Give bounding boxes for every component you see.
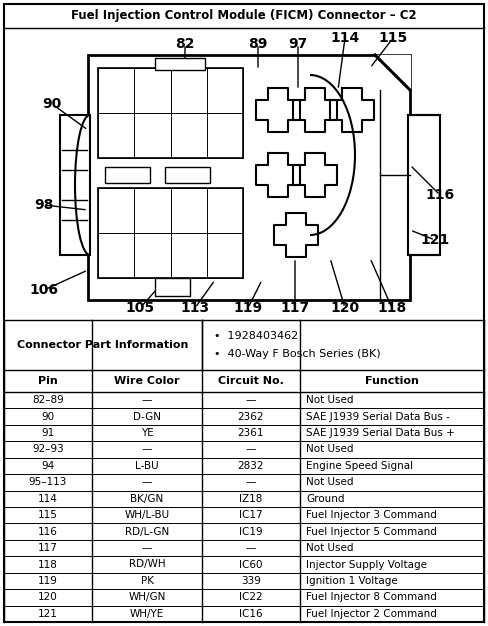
Bar [88,55,410,300]
Text: Ignition 1 Voltage: Ignition 1 Voltage [306,576,398,586]
Text: Fuel Injector 8 Command: Fuel Injector 8 Command [306,592,437,602]
Text: 116: 116 [426,188,454,202]
Text: Not Used: Not Used [306,395,353,405]
Text: 2361: 2361 [238,428,264,438]
Text: 117: 117 [281,301,309,315]
Text: —: — [142,543,152,553]
Text: RD/WH: RD/WH [129,560,165,570]
Text: 90: 90 [41,412,55,422]
Text: 117: 117 [38,543,58,553]
Text: 82–89: 82–89 [32,395,64,405]
Text: 89: 89 [248,37,268,51]
Bar [155,58,205,70]
Text: D-GN: D-GN [133,412,161,422]
Text: 114: 114 [330,31,360,45]
Text: —: — [246,478,256,488]
Text: IC22: IC22 [239,592,263,602]
Text: 119: 119 [233,301,263,315]
Text: 94: 94 [41,461,55,471]
Text: L-BU: L-BU [135,461,159,471]
Text: 121: 121 [420,233,449,247]
Text: Pin: Pin [38,376,58,386]
Bar [105,167,150,183]
Text: 115: 115 [378,31,407,45]
Text: 2832: 2832 [238,461,264,471]
Text: 95–113: 95–113 [29,478,67,488]
Text: IC60: IC60 [239,560,263,570]
Text: SAE J1939 Serial Data Bus -: SAE J1939 Serial Data Bus - [306,412,450,422]
Bar [155,278,190,296]
Text: YE: YE [141,428,153,438]
Text: 90: 90 [42,97,61,111]
Text: 120: 120 [330,301,360,315]
Text: 106: 106 [29,283,59,297]
Text: IZ18: IZ18 [239,494,263,504]
Bar [165,167,210,183]
Text: •  1928403462: • 1928403462 [214,331,298,341]
Text: BK/GN: BK/GN [130,494,163,504]
Text: 91: 91 [41,428,55,438]
Text: IC16: IC16 [239,609,263,618]
Text: 118: 118 [377,301,407,315]
Text: Engine Speed Signal: Engine Speed Signal [306,461,413,471]
Text: Fuel Injector 5 Command: Fuel Injector 5 Command [306,526,437,536]
Text: Fuel Injector 3 Command: Fuel Injector 3 Command [306,510,437,520]
Text: WH/YE: WH/YE [130,609,164,618]
Text: 97: 97 [288,37,307,51]
Text: IC17: IC17 [239,510,263,520]
Text: Fuel Injection Control Module (FICM) Connector – C2: Fuel Injection Control Module (FICM) Con… [71,9,417,23]
Text: —: — [142,478,152,488]
Text: Not Used: Not Used [306,478,353,488]
Text: Function: Function [365,376,419,386]
Text: —: — [246,444,256,454]
Text: —: — [246,395,256,405]
Text: 118: 118 [38,560,58,570]
Text: Not Used: Not Used [306,543,353,553]
Text: •  40-Way F Bosch Series (BK): • 40-Way F Bosch Series (BK) [214,349,381,359]
Text: 92–93: 92–93 [32,444,64,454]
Text: Connector Part Information: Connector Part Information [17,340,189,350]
Text: Injector Supply Voltage: Injector Supply Voltage [306,560,427,570]
Text: 98: 98 [34,198,54,212]
Text: WH/L-BU: WH/L-BU [124,510,169,520]
Text: 105: 105 [125,301,155,315]
Polygon shape [375,55,410,90]
Text: 114: 114 [38,494,58,504]
Text: WH/GN: WH/GN [128,592,166,602]
Text: —: — [142,395,152,405]
Text: 113: 113 [181,301,209,315]
Text: 116: 116 [38,526,58,536]
Text: Ground: Ground [306,494,345,504]
Bar [98,68,243,158]
Text: 115: 115 [38,510,58,520]
Bar [60,115,90,255]
Text: 339: 339 [241,576,261,586]
Text: 119: 119 [38,576,58,586]
Text: IC19: IC19 [239,526,263,536]
Text: 2362: 2362 [238,412,264,422]
Text: Circuit No.: Circuit No. [218,376,284,386]
Text: Fuel Injector 2 Command: Fuel Injector 2 Command [306,609,437,618]
Text: 120: 120 [38,592,58,602]
Text: —: — [246,543,256,553]
Text: SAE J1939 Serial Data Bus +: SAE J1939 Serial Data Bus + [306,428,455,438]
Text: Wire Color: Wire Color [114,376,180,386]
Text: 82: 82 [175,37,195,51]
Bar [98,188,243,278]
Text: —: — [142,444,152,454]
Text: RD/L-GN: RD/L-GN [125,526,169,536]
Text: PK: PK [141,576,154,586]
Text: 121: 121 [38,609,58,618]
Bar [408,115,440,255]
Text: Not Used: Not Used [306,444,353,454]
